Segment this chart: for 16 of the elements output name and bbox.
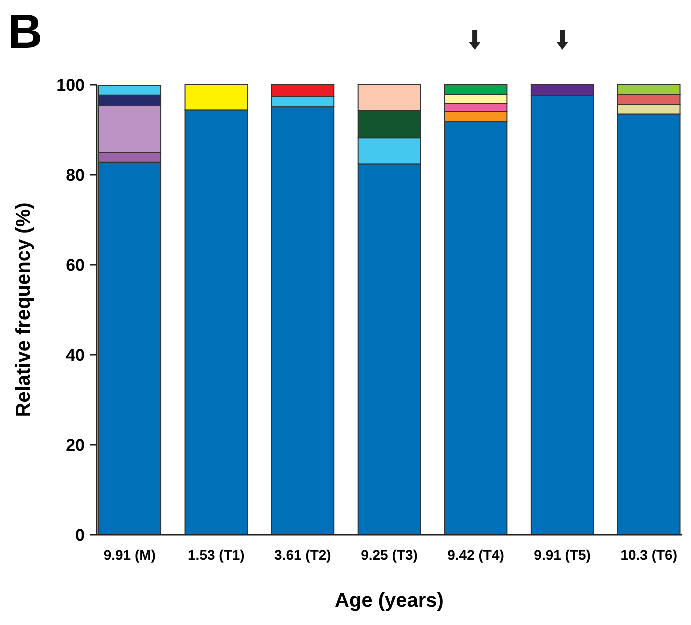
y-tick-label: 100 bbox=[56, 76, 85, 95]
x-tick-label: 9.25 (T3) bbox=[361, 547, 418, 563]
x-tick-label: 9.42 (T4) bbox=[448, 547, 504, 563]
y-tick-label: 40 bbox=[66, 346, 85, 365]
x-tick-label: 3.61 (T2) bbox=[274, 547, 332, 563]
chart-title: B bbox=[8, 6, 43, 59]
y-tick-label: 20 bbox=[66, 436, 85, 455]
x-tick-label: 10.3 (T6) bbox=[620, 547, 678, 563]
y-tick-label: 80 bbox=[66, 166, 85, 185]
y-axis-title: Relative frequency (%) bbox=[13, 202, 35, 418]
y-tick-label: 60 bbox=[66, 256, 85, 275]
x-tick-label: 9.91 (T5) bbox=[534, 547, 591, 563]
y-tick-label: 0 bbox=[76, 526, 85, 545]
x-axis-title: Age (years) bbox=[335, 590, 444, 612]
x-tick-label: 9.91 (M) bbox=[104, 547, 156, 563]
x-tick-label: 1.53 (T1) bbox=[188, 547, 245, 563]
